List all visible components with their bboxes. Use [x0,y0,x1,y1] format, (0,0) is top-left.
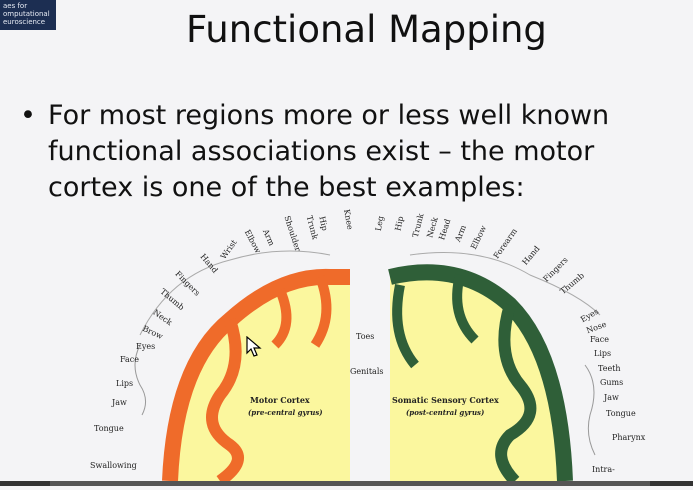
bullet-dot: • [20,100,36,131]
motor-label: Lips [116,379,134,388]
bullet-line: For most regions more or less well known [48,100,610,131]
sensory-label: Face [590,335,609,344]
sensory-label: Jaw [604,393,619,402]
sensory-label: Gums [600,378,624,387]
sensory-label: Intra- [592,465,615,474]
motor-label: Swallowing [90,461,137,470]
motor-label: Jaw [112,398,127,407]
sensory-label: Pharynx [612,433,646,442]
motor-label: Eyes [136,342,156,351]
sensory-label: Lips [594,349,612,358]
sensory-cortex-subtitle: (post-central gyrus) [406,408,485,417]
center-label: Toes [356,332,375,341]
video-progress-bar[interactable] [0,481,693,486]
homunculus-figure: Knee Hip Trunk Shoulder Arm Elbow Wrist … [80,209,693,486]
cortex-diagram [134,250,601,486]
progress-track[interactable] [50,481,650,486]
bullet-line: cortex is one of the best examples: [48,172,525,203]
mouse-pointer-icon [246,335,262,362]
motor-cortex-subtitle: (pre-central gyrus) [248,408,323,417]
sensory-cortex-title: Somatic Sensory Cortex [392,395,499,405]
logo-text: aes for [3,2,28,10]
motor-cortex-title: Motor Cortex [250,395,310,405]
bullet-line: functional associations exist – the moto… [48,136,595,167]
logo-text: euroscience [3,18,46,26]
center-label: Genitals [350,367,384,376]
institution-logo: aes for omputational euroscience [0,0,56,30]
logo-text: omputational [3,10,50,18]
sensory-label: Teeth [598,364,621,373]
motor-label: Tongue [94,424,124,433]
slide-title: Functional Mapping [186,8,547,51]
sensory-label: Tongue [606,409,636,418]
motor-label: Face [120,355,139,364]
